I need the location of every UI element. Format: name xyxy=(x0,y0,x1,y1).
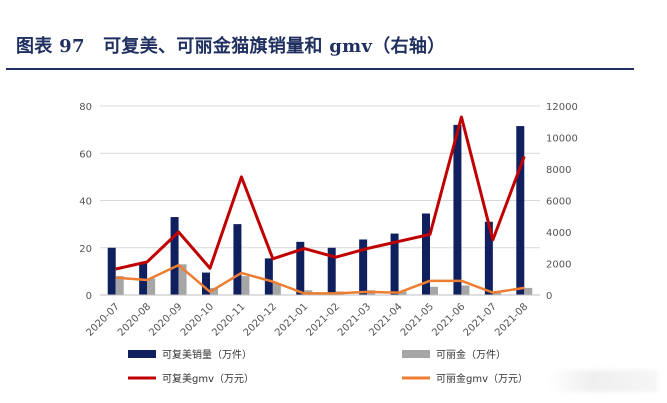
y-right-tick-6: 12000 xyxy=(546,102,578,113)
bar-kefumei-sales-3 xyxy=(202,272,210,295)
bar-kefumei-sales-2 xyxy=(170,217,179,295)
x-tick-6: 2021-01 xyxy=(273,301,310,338)
legend-kefumei-gmv-label: 可复美gmv（万元） xyxy=(162,372,254,385)
x-tick-12: 2021-07 xyxy=(462,301,499,338)
legend-kelijin-sales-label: 可丽金（万件） xyxy=(436,348,506,361)
bar-kefumei-sales-8 xyxy=(359,239,368,295)
x-tick-9: 2021-04 xyxy=(367,301,404,338)
y-right-tick-3: 6000 xyxy=(546,197,571,208)
x-tick-4: 2020-11 xyxy=(210,301,247,338)
legend-kefumei-sales-label: 可复美销量（万件） xyxy=(162,348,252,361)
y-right-tick-0: 0 xyxy=(546,291,552,302)
bar-kelijin-sales-13 xyxy=(524,287,533,295)
y-right-tick-4: 8000 xyxy=(546,165,571,176)
bar-kelijin-sales-4 xyxy=(241,276,250,295)
legend-kefumei-sales-swatch xyxy=(128,350,156,358)
line-kelijin-gmv xyxy=(115,263,525,295)
bar-kelijin-sales-9 xyxy=(398,291,407,295)
legend-kelijin-sales-swatch xyxy=(402,350,430,358)
x-tick-0: 2020-07 xyxy=(85,301,122,338)
title-divider xyxy=(6,68,634,70)
chart-header: 图表 97 可复美、可丽金猫旗销量和 gmv（右轴） xyxy=(6,28,634,70)
bar-kelijin-sales-10 xyxy=(430,286,438,295)
bar-kefumei-sales-0 xyxy=(107,247,116,295)
legend-kelijin-gmv-label: 可丽金gmv（万元） xyxy=(436,372,528,385)
x-tick-1: 2020-08 xyxy=(116,301,153,338)
bar-kelijin-sales-1 xyxy=(147,278,156,295)
x-tick-5: 2020-12 xyxy=(242,301,279,338)
bar-kefumei-sales-4 xyxy=(233,224,242,295)
x-tick-3: 2020-10 xyxy=(179,301,216,338)
y-left-tick-4: 80 xyxy=(79,102,92,113)
x-tick-8: 2021-03 xyxy=(336,301,373,338)
y-right-tick-1: 2000 xyxy=(546,260,571,271)
bar-kelijin-sales-5 xyxy=(272,283,281,295)
bar-kefumei-sales-9 xyxy=(390,233,399,295)
y-left-tick-3: 60 xyxy=(79,149,92,160)
chart-title: 图表 97 可复美、可丽金猫旗销量和 gmv（右轴） xyxy=(16,36,446,57)
bar-kefumei-sales-13 xyxy=(516,126,525,295)
bar-kefumei-sales-1 xyxy=(139,261,148,295)
x-tick-7: 2021-02 xyxy=(305,301,342,338)
bar-kefumei-sales-7 xyxy=(327,247,336,295)
x-tick-11: 2021-06 xyxy=(430,301,467,338)
bar-kefumei-sales-6 xyxy=(296,241,305,295)
bar-kelijin-sales-11 xyxy=(461,285,470,295)
y-left-tick-1: 20 xyxy=(79,244,92,255)
bar-kefumei-sales-11 xyxy=(453,124,462,296)
bar-kelijin-sales-0 xyxy=(115,276,124,295)
y-left-tick-0: 0 xyxy=(86,291,92,302)
x-tick-13: 2021-08 xyxy=(493,301,530,338)
y-left-tick-2: 40 xyxy=(79,197,92,208)
bar-kelijin-sales-2 xyxy=(178,264,187,295)
x-tick-10: 2021-05 xyxy=(399,301,436,338)
bar-kelijin-sales-3 xyxy=(210,287,218,295)
bar-kefumei-sales-5 xyxy=(264,258,273,295)
y-right-tick-2: 4000 xyxy=(546,228,571,239)
y-right-tick-5: 10000 xyxy=(546,134,578,145)
x-tick-2: 2020-09 xyxy=(147,301,184,338)
line-kefumei-gmv xyxy=(115,115,526,271)
bar-kefumei-sales-12 xyxy=(484,221,493,295)
corner-fade xyxy=(548,370,658,392)
bar-kefumei-sales-10 xyxy=(422,213,430,295)
